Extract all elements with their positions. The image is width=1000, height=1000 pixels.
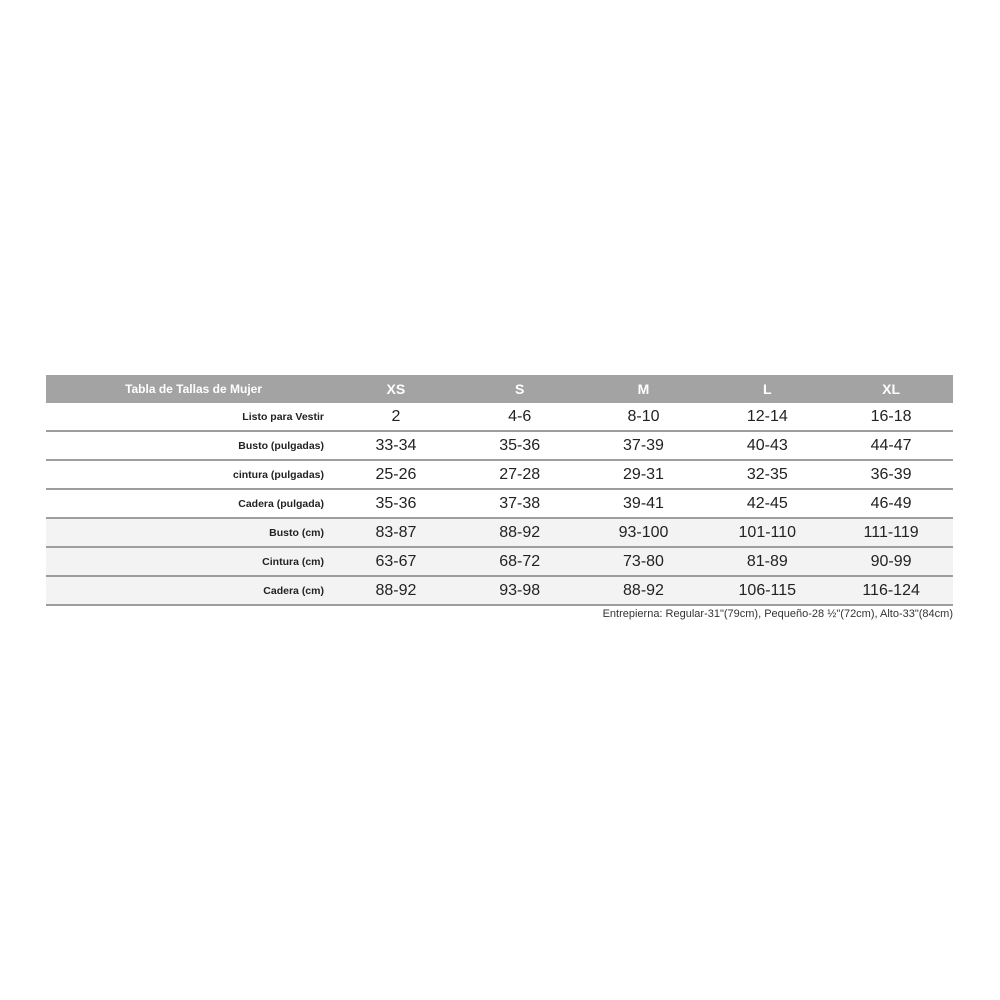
inseam-note: Entrepierna: Regular-31"(79cm), Pequeño-…	[602, 608, 953, 620]
table-cell: 101-110	[705, 518, 830, 548]
table-cell: 2	[334, 403, 458, 432]
row-label: Busto (pulgadas)	[46, 431, 334, 461]
table-cell: 73-80	[581, 547, 706, 577]
table-row: Cadera (cm) 88-92 93-98 88-92 106-115 116-124	[46, 576, 953, 606]
table-cell: 88-92	[581, 576, 706, 606]
table-cell: 37-38	[457, 489, 582, 519]
table-cell: 36-39	[829, 460, 953, 490]
table-cell: 46-49	[829, 489, 953, 519]
row-label: Busto (cm)	[46, 518, 334, 548]
table-cell: 40-43	[705, 431, 830, 461]
column-header: XS	[334, 375, 458, 403]
row-label: Cadera (pulgada)	[46, 489, 334, 519]
table-cell: 12-14	[705, 403, 830, 432]
table-cell: 37-39	[581, 431, 706, 461]
column-header: M	[581, 375, 706, 403]
table-cell: 16-18	[829, 403, 953, 432]
column-header: L	[705, 375, 830, 403]
table-cell: 90-99	[829, 547, 953, 577]
size-chart-table: Tabla de Tallas de Mujer XS S M L XL Lis…	[46, 375, 953, 606]
table-cell: 116-124	[829, 576, 953, 606]
table-cell: 39-41	[581, 489, 706, 519]
table-cell: 83-87	[334, 518, 458, 548]
table-cell: 4-6	[457, 403, 582, 432]
table-row: cintura (pulgadas) 25-26 27-28 29-31 32-35 36…	[46, 460, 953, 490]
table-cell: 88-92	[334, 576, 458, 606]
table-cell: 68-72	[457, 547, 582, 577]
row-label: Listo para Vestir	[46, 403, 334, 432]
table-cell: 35-36	[334, 489, 458, 519]
table-row: Listo para Vestir 2 4-6 8-10 12-14 16-18	[46, 403, 953, 432]
table-title: Tabla de Tallas de Mujer	[46, 375, 334, 403]
table-row: Busto (pulgadas) 33-34 35-36 37-39 40-43 44-4…	[46, 431, 953, 461]
table-cell: 63-67	[334, 547, 458, 577]
table-row: Cintura (cm) 63-67 68-72 73-80 81-89 90-99	[46, 547, 953, 577]
row-label: cintura (pulgadas)	[46, 460, 334, 490]
table-cell: 25-26	[334, 460, 458, 490]
table-cell: 93-100	[581, 518, 706, 548]
table-cell: 35-36	[457, 431, 582, 461]
table-cell: 93-98	[457, 576, 582, 606]
table-cell: 111-119	[829, 518, 953, 548]
table-cell: 8-10	[581, 403, 706, 432]
table-cell: 29-31	[581, 460, 706, 490]
table-row: Cadera (pulgada) 35-36 37-38 39-41 42-45 46-4…	[46, 489, 953, 519]
table-cell: 33-34	[334, 431, 458, 461]
row-label: Cadera (cm)	[46, 576, 334, 606]
table-cell: 42-45	[705, 489, 830, 519]
row-label: Cintura (cm)	[46, 547, 334, 577]
column-header: XL	[829, 375, 953, 403]
table-cell: 27-28	[457, 460, 582, 490]
table-row: Busto (cm) 83-87 88-92 93-100 101-110 111-119	[46, 518, 953, 548]
table-cell: 44-47	[829, 431, 953, 461]
column-header: S	[457, 375, 582, 403]
table-cell: 81-89	[705, 547, 830, 577]
table-cell: 32-35	[705, 460, 830, 490]
table-cell: 88-92	[457, 518, 582, 548]
header-row: Tabla de Tallas de Mujer XS S M L XL	[46, 375, 953, 403]
table-cell: 106-115	[705, 576, 830, 606]
